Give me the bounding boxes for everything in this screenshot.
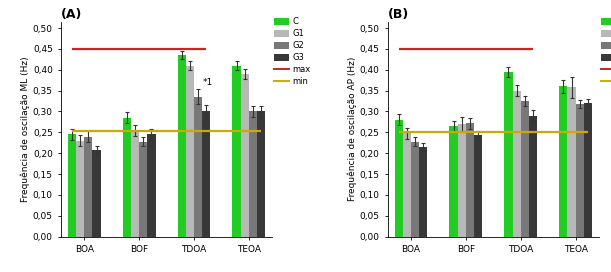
Bar	[559, 86, 568, 237]
Bar	[249, 112, 257, 237]
Bar	[232, 66, 241, 237]
Bar	[76, 141, 84, 237]
Y-axis label: Frequência de oscilação ML (Hz): Frequência de oscilação ML (Hz)	[21, 56, 30, 202]
Bar	[513, 91, 521, 237]
Bar	[395, 120, 403, 237]
Bar	[131, 130, 139, 237]
Bar	[450, 126, 458, 237]
Bar	[466, 123, 474, 237]
Bar	[194, 97, 202, 237]
Bar	[147, 134, 156, 237]
Bar	[139, 141, 147, 237]
Bar	[504, 72, 513, 237]
Text: (A): (A)	[61, 8, 82, 21]
Bar	[241, 74, 249, 237]
Bar	[529, 116, 537, 237]
Bar	[458, 124, 466, 237]
Bar	[521, 101, 529, 237]
Bar	[68, 134, 76, 237]
Bar	[84, 137, 92, 237]
Bar	[419, 147, 428, 237]
Bar	[584, 103, 592, 237]
Bar	[92, 150, 101, 237]
Y-axis label: Frequência de oscilação AP (Hz): Frequência de oscilação AP (Hz)	[347, 57, 357, 201]
Bar	[257, 112, 265, 237]
Bar	[123, 118, 131, 237]
Text: *1: *1	[203, 78, 213, 87]
Bar	[576, 104, 584, 237]
Bar	[568, 87, 576, 237]
Bar	[202, 112, 210, 237]
Legend: C, G1, G2, G3, max, min: C, G1, G2, G3, max, min	[274, 17, 310, 86]
Bar	[411, 141, 419, 237]
Text: (B): (B)	[388, 8, 409, 21]
Bar	[178, 55, 186, 237]
Bar	[403, 133, 411, 237]
Bar	[186, 66, 194, 237]
Legend: C, G1, G2, G3, max, min: C, G1, G2, G3, max, min	[601, 17, 611, 86]
Bar	[474, 135, 482, 237]
